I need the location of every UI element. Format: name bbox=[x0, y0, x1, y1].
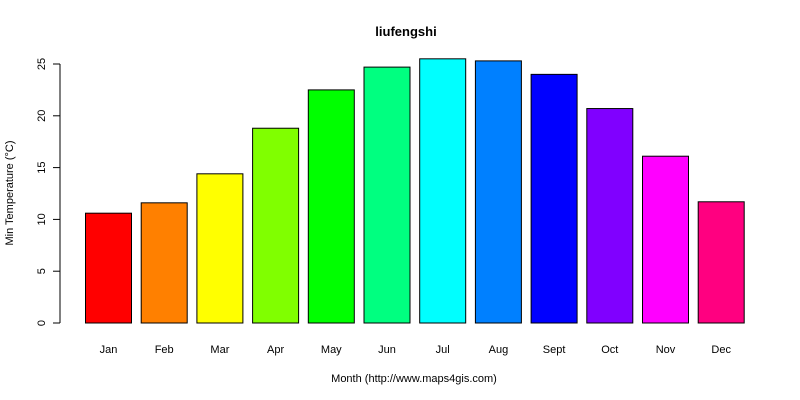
bar-mar bbox=[196, 173, 244, 324]
bar-jun bbox=[363, 66, 411, 324]
y-axis: 0 5 10 15 20 25 bbox=[36, 58, 61, 326]
x-tick-label: Jan bbox=[100, 344, 118, 356]
x-axis-tick-labels: Jan Feb Mar Apr May Jun Jul Aug Sept Oct Nov Dec bbox=[100, 344, 732, 356]
bar-may bbox=[307, 89, 355, 324]
y-tick-label: 0 bbox=[36, 320, 48, 326]
x-tick-label: Jun bbox=[378, 344, 396, 356]
bar-dec bbox=[697, 201, 745, 324]
x-tick-label: Apr bbox=[267, 344, 284, 356]
bar-jan bbox=[85, 212, 132, 324]
x-tick-label: Sept bbox=[543, 344, 566, 356]
x-tick-label: Oct bbox=[601, 344, 618, 356]
x-tick-label: Nov bbox=[656, 344, 676, 356]
chart-title: liufengshi bbox=[375, 24, 436, 39]
y-axis-label: Min Temperature (°C) bbox=[4, 140, 16, 245]
y-tick-label: 20 bbox=[36, 110, 48, 122]
bar-oct bbox=[586, 108, 634, 324]
x-tick-label: Mar bbox=[210, 344, 229, 356]
y-tick-label: 10 bbox=[36, 213, 48, 225]
x-tick-label: Dec bbox=[711, 344, 731, 356]
y-tick-label: 15 bbox=[36, 161, 48, 173]
bar-feb bbox=[140, 202, 188, 324]
x-axis-label: Month (http://www.maps4gis.com) bbox=[331, 373, 497, 385]
x-tick-label: May bbox=[321, 344, 342, 356]
y-tick-label: 25 bbox=[36, 58, 48, 70]
bar-sept bbox=[530, 73, 578, 324]
x-tick-label: Aug bbox=[489, 344, 509, 356]
y-tick-label: 5 bbox=[36, 268, 48, 274]
bar-apr bbox=[252, 127, 300, 324]
x-tick-label: Feb bbox=[155, 344, 174, 356]
x-tick-label: Jul bbox=[436, 344, 450, 356]
bar-group bbox=[85, 58, 745, 324]
bar-aug bbox=[474, 60, 522, 324]
bar-jul bbox=[419, 58, 467, 324]
bar-nov bbox=[642, 155, 689, 324]
